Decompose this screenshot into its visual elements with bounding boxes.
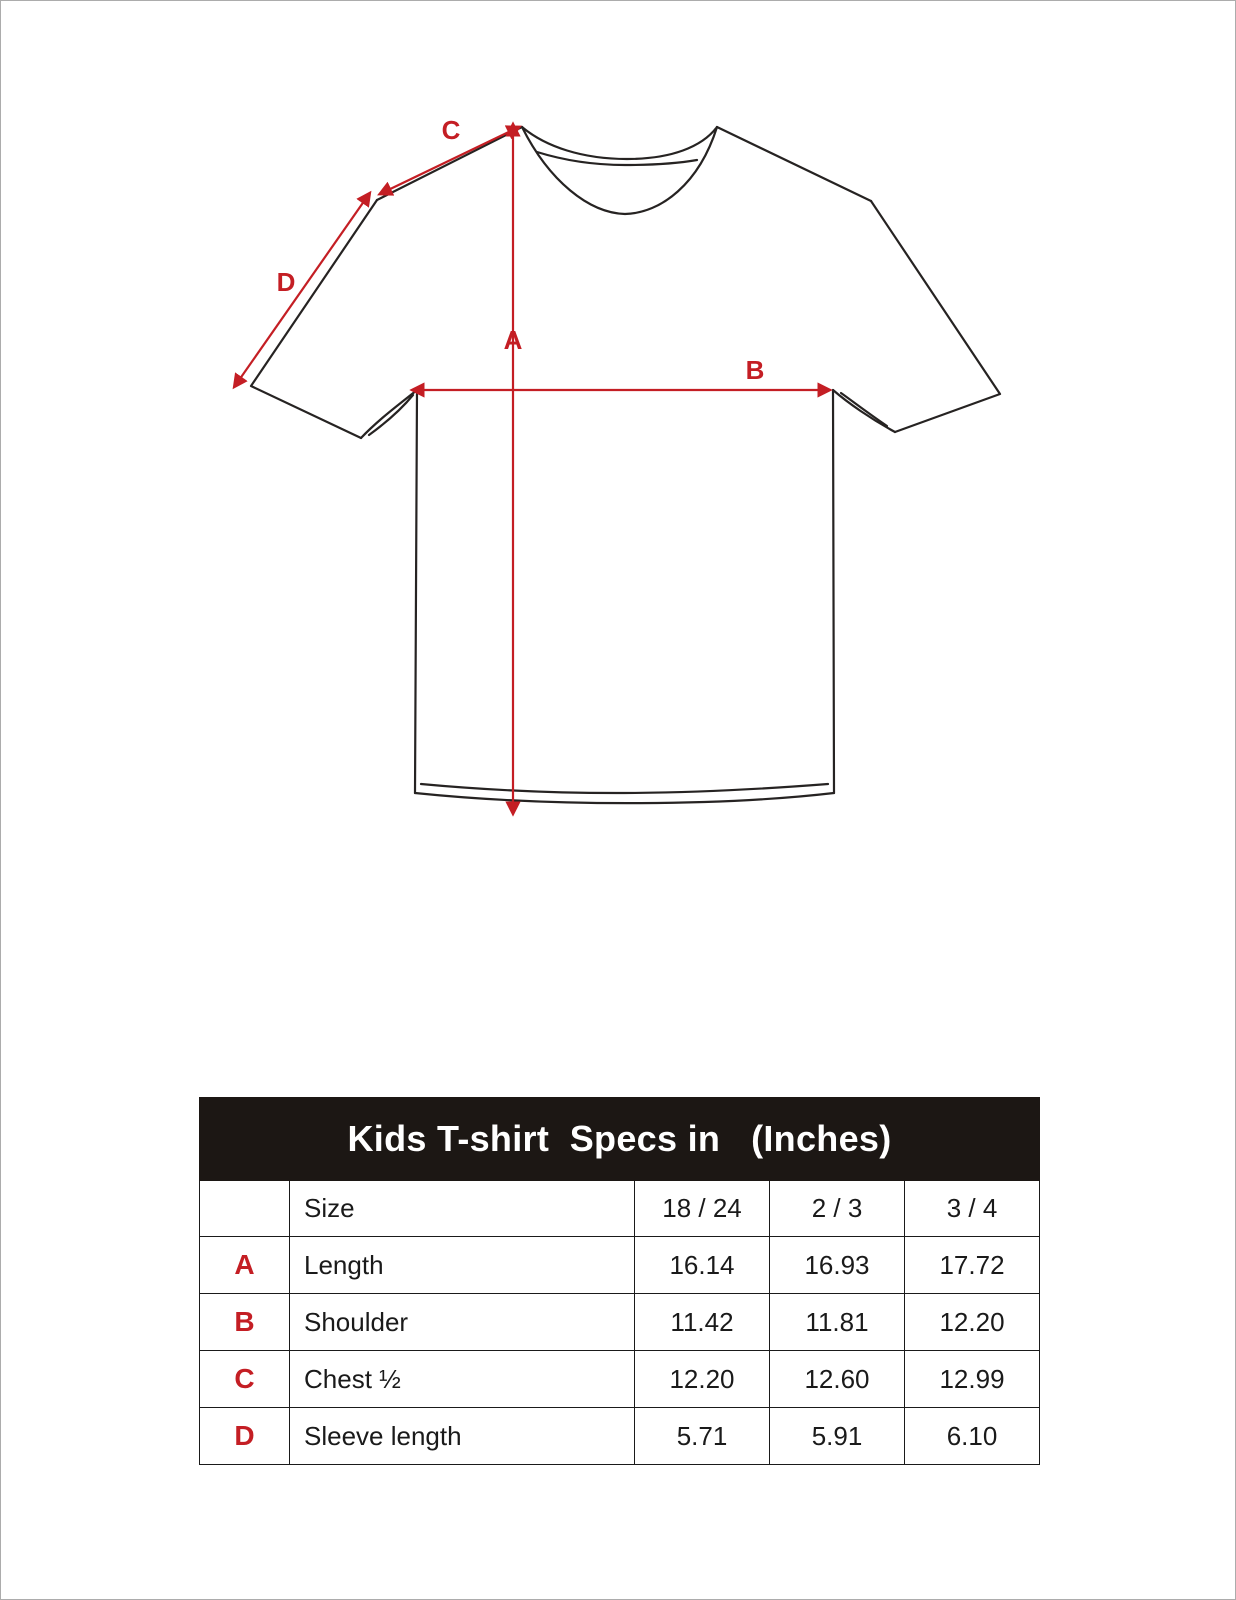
svg-text:A: A	[504, 325, 523, 355]
svg-text:C: C	[442, 115, 461, 145]
svg-text:B: B	[746, 355, 765, 385]
svg-text:D: D	[277, 267, 296, 297]
